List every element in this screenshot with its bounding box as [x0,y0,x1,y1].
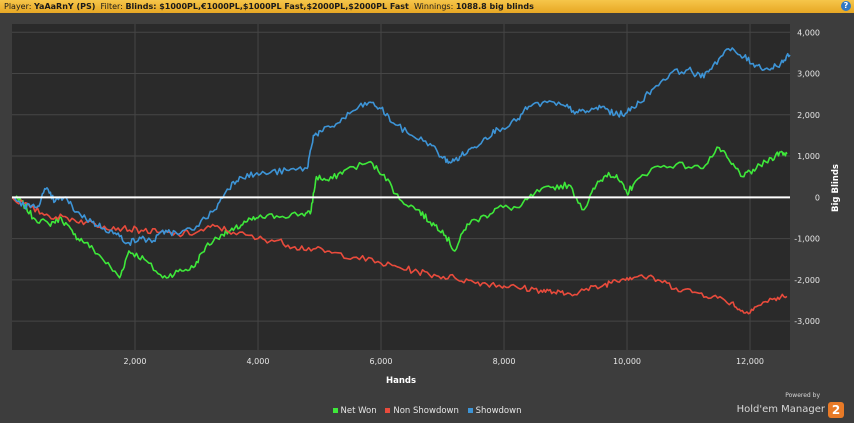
x-axis-title: Hands [386,376,416,386]
brand-logo: Powered by Hold'em Manager 2 [737,392,844,418]
y-tick-label: 2,000 [797,111,820,120]
y-tick-label: 3,000 [797,70,820,79]
filter-value: Blinds: $1000PL,€1000PL,$1000PL Fast,$20… [125,2,409,11]
winnings-label: Winnings: [413,2,454,11]
help-icon[interactable]: ? [841,1,851,11]
legend-label: Showdown [475,406,522,416]
series-line-net-won [11,146,788,279]
version-badge: 2 [828,401,844,418]
legend-item-net-won[interactable]: Net Won [332,406,377,416]
series-line-showdown [11,47,791,246]
x-tick-label: 4,000 [247,357,270,366]
winnings-value: 1088.8 big blinds [455,2,534,11]
legend-swatch [332,408,338,413]
player-label: Player: [4,2,32,11]
x-tick-label: 2,000 [124,357,147,366]
y-tick-label: 4,000 [797,28,820,37]
y-tick-label: 0 [815,193,820,202]
x-tick-label: 10,000 [613,357,641,366]
x-tick-label: 12,000 [736,357,764,366]
report-header: Player: YaAaRnY (PS) Filter: Blinds: $10… [0,0,854,13]
legend-swatch [385,408,391,413]
product-name: Hold'em Manager [736,404,825,415]
plot-area [12,24,790,350]
legend-swatch [467,408,473,413]
legend-item-non-showdown[interactable]: Non Showdown [385,406,459,416]
filter-label: Filter: [100,2,123,11]
y-tick-label: -1,000 [794,235,820,244]
x-tick-label: 6,000 [370,357,393,366]
series-line-non-showdown [11,196,788,315]
legend-item-showdown[interactable]: Showdown [467,406,522,416]
y-tick-label: 1,000 [797,152,820,161]
legend: Net Won Non Showdown Showdown [0,406,854,416]
legend-label: Net Won [340,406,377,416]
x-tick-label: 8,000 [493,357,516,366]
y-tick-label: -2,000 [794,276,820,285]
player-value: YaAaRnY (PS) [34,2,96,11]
y-axis-title: Big Blinds [831,164,841,212]
powered-by-text: Powered by [785,392,820,399]
legend-label: Non Showdown [393,406,459,416]
y-tick-label: -3,000 [794,317,820,326]
